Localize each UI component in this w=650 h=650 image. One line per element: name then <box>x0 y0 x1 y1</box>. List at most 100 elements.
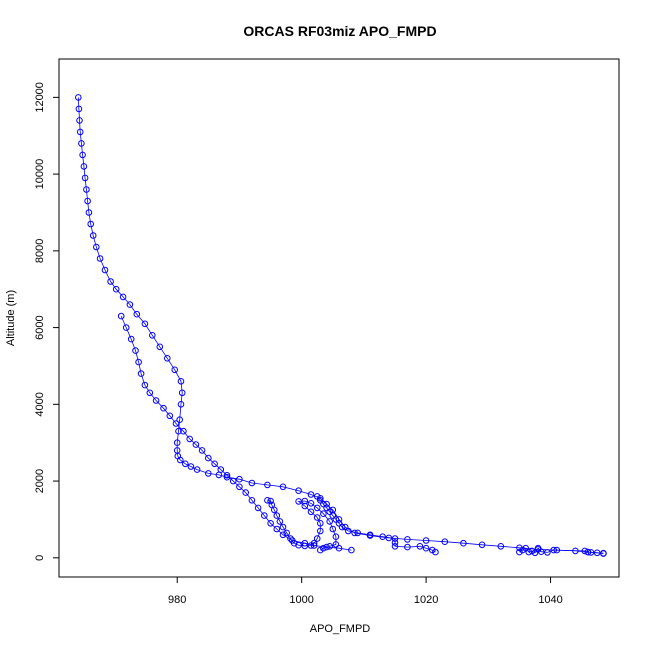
data-point <box>323 543 330 551</box>
data-point <box>254 504 262 512</box>
data-point <box>497 543 505 550</box>
data-point <box>205 470 212 477</box>
data-point <box>87 220 94 228</box>
data-point <box>404 543 411 551</box>
data-point <box>422 544 430 552</box>
data-point <box>137 370 145 377</box>
x-tick-label: 1000 <box>289 594 313 606</box>
data-point <box>187 463 195 470</box>
y-tick-label: 4000 <box>34 392 46 416</box>
data-point <box>320 500 327 508</box>
data-point <box>267 520 274 527</box>
data-point <box>584 548 592 556</box>
data-point <box>273 525 281 533</box>
data-point <box>301 502 309 510</box>
data-point <box>391 535 399 542</box>
data-point <box>236 483 243 491</box>
data-point <box>416 543 424 550</box>
data-point <box>338 523 346 531</box>
data-point <box>404 536 411 543</box>
data-point <box>441 538 449 546</box>
data-point <box>295 487 302 495</box>
data-point <box>261 512 268 519</box>
data-point <box>79 151 86 159</box>
data-point <box>177 456 184 464</box>
data-point <box>180 427 187 435</box>
data-point <box>242 489 249 496</box>
data-point <box>317 546 324 554</box>
data-point <box>175 427 182 435</box>
data-point <box>581 547 589 555</box>
data-point <box>313 535 321 542</box>
data-point <box>391 543 399 550</box>
data-point <box>317 527 324 535</box>
data-point <box>89 232 97 239</box>
data-point <box>295 498 302 505</box>
data-point <box>307 500 315 507</box>
data-point <box>320 510 327 518</box>
data-point <box>177 401 185 408</box>
data-series <box>75 94 607 557</box>
data-point <box>119 293 127 301</box>
data-point <box>122 324 130 331</box>
chart-title: ORCAS RF03miz APO_FMPD <box>243 23 436 39</box>
data-point <box>76 128 84 136</box>
data-point <box>422 537 430 544</box>
y-tick-label: 0 <box>34 555 46 561</box>
data-point <box>160 404 167 412</box>
data-point <box>525 548 533 556</box>
data-series <box>264 497 340 554</box>
data-point <box>348 546 355 554</box>
data-point <box>600 550 607 557</box>
data-point <box>117 312 125 320</box>
data-point <box>307 508 315 516</box>
data-point <box>176 416 183 424</box>
data-point <box>198 447 206 454</box>
data-point <box>332 533 340 541</box>
data-point <box>283 529 291 537</box>
data-point <box>310 539 318 547</box>
data-point <box>379 533 386 541</box>
data-point <box>332 541 340 548</box>
data-point <box>177 378 185 385</box>
series-line <box>316 496 436 553</box>
data-point <box>112 285 120 293</box>
data-point <box>271 506 278 514</box>
data-point <box>152 397 160 404</box>
data-point <box>149 332 156 339</box>
data-point <box>101 266 109 274</box>
y-tick-label: 10000 <box>34 159 46 190</box>
x-tick-label: 1040 <box>538 594 562 606</box>
data-point <box>287 535 294 542</box>
data-point <box>173 439 181 447</box>
data-point <box>478 541 486 549</box>
data-point <box>193 466 201 473</box>
data-point <box>264 481 271 489</box>
data-point <box>236 475 243 483</box>
data-point <box>156 343 164 351</box>
data-point <box>107 278 114 285</box>
x-tick-label: 980 <box>168 594 186 606</box>
plot-frame <box>58 58 620 578</box>
data-point <box>96 255 104 262</box>
data-point <box>354 529 362 537</box>
data-point <box>146 389 154 397</box>
data-series <box>516 544 607 557</box>
data-point <box>593 549 601 557</box>
data-point <box>276 518 284 525</box>
data-point <box>83 186 90 193</box>
series-line <box>77 97 604 554</box>
y-tick-label: 6000 <box>34 315 46 339</box>
x-tick-label: 1020 <box>414 594 438 606</box>
x-axis-label: APO_FMPD <box>310 623 371 635</box>
data-point <box>141 320 149 328</box>
data-point <box>264 497 271 504</box>
data-point <box>80 163 88 170</box>
data-point <box>223 472 231 479</box>
data-point <box>432 548 439 556</box>
data-point <box>178 389 186 397</box>
data-point <box>550 546 558 554</box>
data-point <box>223 473 231 481</box>
data-point <box>81 174 89 182</box>
